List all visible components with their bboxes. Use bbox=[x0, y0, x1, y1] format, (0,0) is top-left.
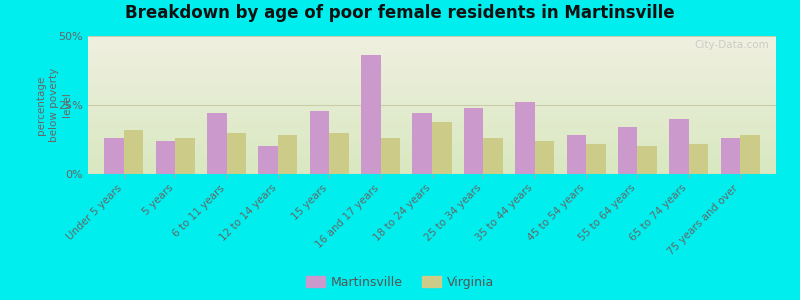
Bar bbox=[638, 146, 657, 174]
Bar bbox=[258, 146, 278, 174]
Bar bbox=[618, 127, 638, 174]
Bar bbox=[310, 110, 330, 174]
Bar bbox=[226, 133, 246, 174]
Bar bbox=[105, 138, 124, 174]
Bar bbox=[534, 141, 554, 174]
Bar bbox=[330, 133, 349, 174]
Text: Breakdown by age of poor female residents in Martinsville: Breakdown by age of poor female resident… bbox=[125, 4, 675, 22]
Bar bbox=[207, 113, 226, 174]
Bar bbox=[175, 138, 194, 174]
Bar bbox=[670, 119, 689, 174]
Bar bbox=[483, 138, 503, 174]
Bar bbox=[124, 130, 143, 174]
Bar bbox=[156, 141, 175, 174]
Bar bbox=[278, 135, 298, 174]
Bar bbox=[464, 108, 483, 174]
Y-axis label: percentage
below poverty
level: percentage below poverty level bbox=[36, 68, 73, 142]
Bar bbox=[586, 144, 606, 174]
Bar bbox=[689, 144, 708, 174]
Text: City-Data.com: City-Data.com bbox=[694, 40, 769, 50]
Bar bbox=[740, 135, 759, 174]
Bar bbox=[413, 113, 432, 174]
Bar bbox=[515, 102, 534, 174]
Bar bbox=[721, 138, 740, 174]
Bar bbox=[566, 135, 586, 174]
Bar bbox=[381, 138, 400, 174]
Legend: Martinsville, Virginia: Martinsville, Virginia bbox=[301, 271, 499, 294]
Bar bbox=[432, 122, 451, 174]
Bar bbox=[361, 55, 381, 174]
